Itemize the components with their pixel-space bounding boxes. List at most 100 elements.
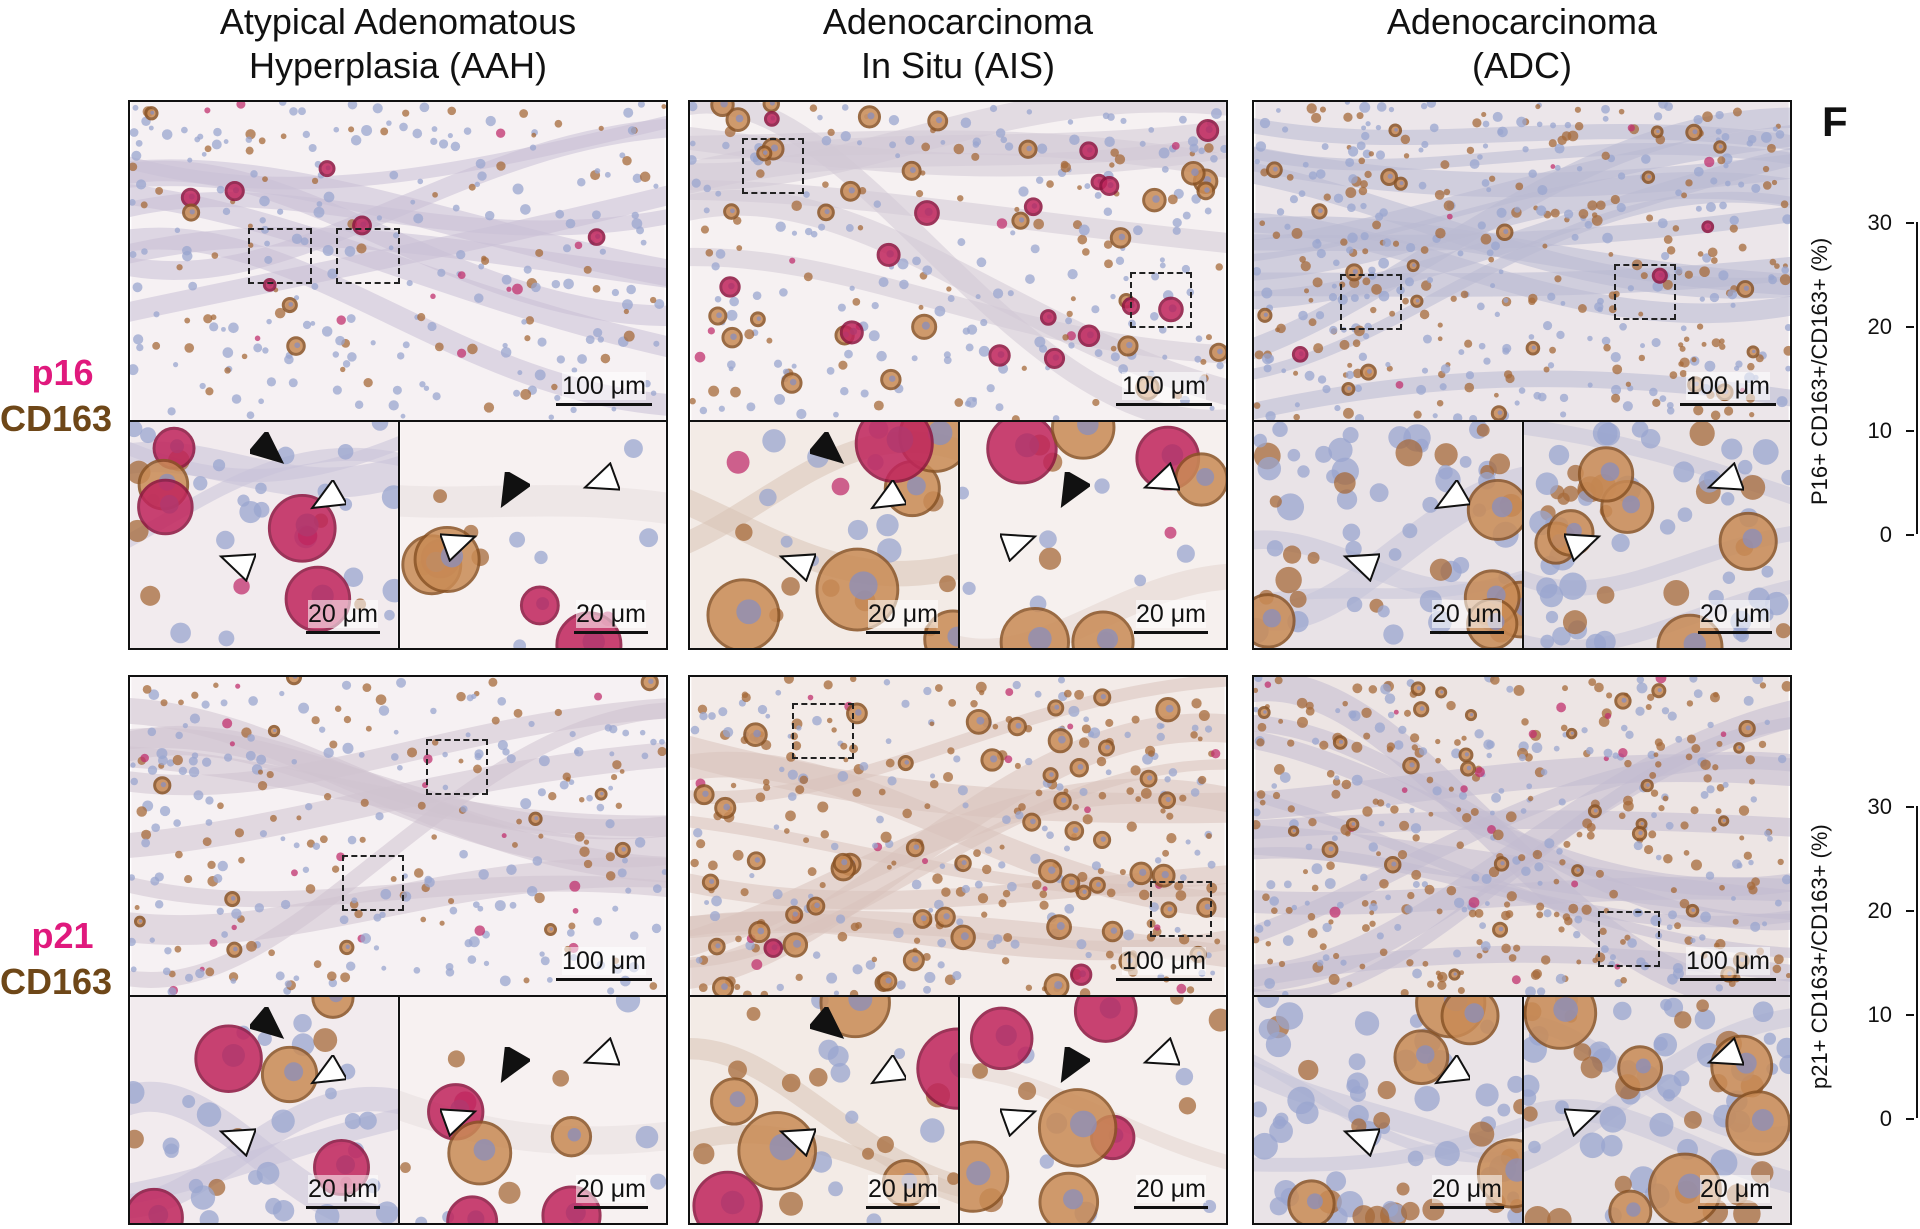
inset-p16-ais-left: 20 μm: [688, 420, 960, 650]
white-arrowhead-icon: [1142, 1037, 1180, 1066]
panel-letter: F: [1822, 98, 1848, 145]
inset-region-box: [1130, 272, 1192, 328]
scale-bar: 100 μm: [556, 947, 652, 981]
white-arrowhead-icon: [582, 462, 620, 491]
scale-bar: 20 μm: [1698, 1175, 1772, 1209]
scale-bar: 20 μm: [1698, 600, 1772, 634]
scale-bar-label: 100 μm: [562, 372, 646, 400]
scale-bar-line: [1134, 1206, 1208, 1209]
scale-bar-line: [866, 1206, 940, 1209]
y-tick: 0: [1879, 1106, 1892, 1131]
scale-bar-line: [1430, 1206, 1504, 1209]
scale-bar-label: 20 μm: [576, 600, 646, 628]
row-label-p21: p21 CD163: [0, 913, 125, 1005]
scale-bar-label: 20 μm: [1700, 600, 1770, 628]
y-tick: 20: [1867, 898, 1892, 923]
black-arrowhead-icon: [810, 1007, 845, 1039]
y-axis-line: [1916, 222, 1918, 534]
scale-bar-line: [1698, 631, 1772, 634]
white-arrowhead-icon: [1000, 1108, 1038, 1137]
scale-bar-line: [1116, 403, 1212, 406]
scale-bar-line: [574, 631, 648, 634]
white-arrowhead-icon: [778, 553, 816, 582]
black-arrowhead-icon: [1060, 472, 1090, 509]
scale-bar-line: [1116, 978, 1212, 981]
white-arrowhead-icon: [1433, 480, 1470, 510]
y-tick: 20: [1867, 314, 1892, 339]
white-arrowhead-icon: [1564, 1108, 1602, 1137]
y-tickmark: [1906, 910, 1914, 912]
scale-bar-label: 20 μm: [1700, 1175, 1770, 1203]
white-arrowhead-icon: [582, 1037, 620, 1066]
scale-bar-label: 100 μm: [562, 947, 646, 975]
marker-label: CD163: [0, 398, 113, 439]
white-arrowhead-icon: [1433, 1055, 1470, 1085]
inset-region-box: [792, 703, 854, 759]
white-arrowhead-icon: [1000, 533, 1038, 562]
column-title-line: In Situ (AIS): [860, 45, 1056, 86]
scale-bar-label: 100 μm: [1122, 372, 1206, 400]
scale-bar: 100 μm: [1680, 372, 1776, 406]
black-arrowhead-icon: [1060, 1047, 1090, 1084]
y-axis-label: P16+ CD163+/CD163+ (%): [1807, 237, 1832, 505]
inset-p16-adc-right: 20 μm: [1522, 420, 1792, 650]
scale-bar-label: 20 μm: [1432, 600, 1502, 628]
scale-bar-line: [1698, 1206, 1772, 1209]
inset-p21-ais-right: 20 μm: [958, 995, 1228, 1225]
scale-bar: 20 μm: [574, 1175, 648, 1209]
row-label-p16: p16 CD163: [0, 350, 125, 442]
scale-bar-label: 100 μm: [1686, 372, 1770, 400]
scale-bar-label: 20 μm: [1432, 1175, 1502, 1203]
white-arrowhead-icon: [309, 1055, 346, 1085]
scale-bar-label: 20 μm: [308, 1175, 378, 1203]
white-arrowhead-icon: [1342, 553, 1380, 582]
inset-region-box: [1598, 911, 1660, 967]
white-arrowhead-icon: [1342, 1128, 1380, 1157]
y-tickmark: [1906, 806, 1914, 808]
y-tickmark: [1906, 534, 1914, 536]
tissue-image: [1524, 997, 1790, 1223]
column-title-line: (ADC): [1472, 45, 1572, 86]
scale-bar: 20 μm: [1430, 600, 1504, 634]
scale-bar-label: 20 μm: [868, 600, 938, 628]
tissue-image: [690, 997, 958, 1223]
y-tick: 10: [1867, 1002, 1892, 1027]
y-tickmark: [1906, 1014, 1914, 1016]
white-arrowhead-icon: [869, 480, 906, 510]
tissue-image: [690, 102, 1226, 420]
inset-p21-aah-left: 20 μm: [128, 995, 400, 1225]
scale-bar: 100 μm: [1680, 947, 1776, 981]
y-tick: 30: [1867, 794, 1892, 819]
white-arrowhead-icon: [1142, 462, 1180, 491]
scale-bar-label: 100 μm: [1122, 947, 1206, 975]
white-arrowhead-icon: [778, 1128, 816, 1157]
y-axis-line: [1916, 806, 1918, 1118]
y-tickmark: [1906, 1118, 1914, 1120]
white-arrowhead-icon: [1706, 1037, 1744, 1066]
scale-bar-line: [866, 631, 940, 634]
y-tick: 0: [1879, 522, 1892, 547]
scale-bar-line: [1134, 631, 1208, 634]
y-tickmark: [1906, 222, 1914, 224]
marker-label: p21: [31, 915, 94, 956]
black-arrowhead-icon: [250, 1007, 285, 1039]
scale-bar-label: 20 μm: [308, 600, 378, 628]
scale-bar: 20 μm: [574, 600, 648, 634]
scale-bar-label: 20 μm: [576, 1175, 646, 1203]
y-tickmark: [1906, 326, 1914, 328]
inset-p21-aah-right: 20 μm: [398, 995, 668, 1225]
inset-region-box: [1340, 274, 1402, 330]
scale-bar: 100 μm: [1116, 947, 1212, 981]
y-axis-label: p21+ CD163+/CD163+ (%): [1807, 824, 1832, 1089]
scale-bar: 100 μm: [1116, 372, 1212, 406]
inset-region-box: [336, 228, 400, 284]
tissue-image: [130, 677, 666, 995]
tissue-image: [1254, 677, 1790, 995]
inset-p16-ais-right: 20 μm: [958, 420, 1228, 650]
column-title-line: Adenocarcinoma: [1386, 1, 1658, 42]
black-arrowhead-icon: [500, 472, 530, 509]
scale-bar-label: 20 μm: [1136, 600, 1206, 628]
inset-region-box: [1614, 264, 1676, 320]
overview-p21-aah: 100 μm: [128, 675, 668, 997]
inset-p21-adc-left: 20 μm: [1252, 995, 1524, 1225]
